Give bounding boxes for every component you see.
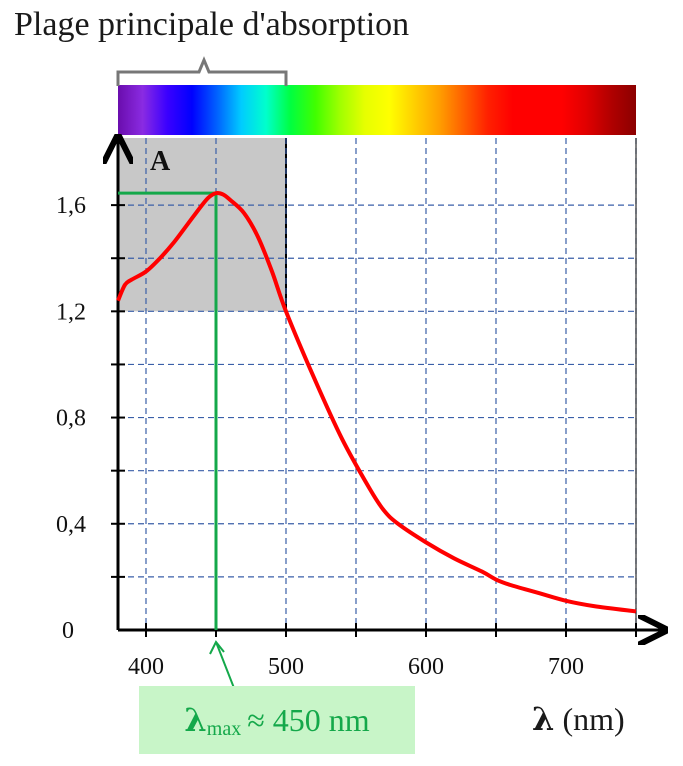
x-tick-label: 500 [268,654,304,680]
absorbance-curve [116,191,637,614]
lambda-symbol: λ [184,701,207,739]
lambda-max-guides [118,191,235,689]
chart-title: Plage principale d'absorption [14,6,410,43]
x-axis-unit: (nm) [562,701,625,737]
y-tick-label: 1,2 [56,299,86,325]
x-tick-label: 600 [408,654,444,680]
y-tick-label: 0,4 [56,512,86,538]
y-axis-label: A [150,146,171,177]
absorption-range-bracket [116,56,288,86]
x-axis-symbol: λ [532,700,555,738]
x-tick-label: 400 [128,654,164,680]
lambda-max-subscript: max [206,717,242,740]
tick-labels: 0 0,4 0,8 1,2 1,6 400 500 600 700 [56,193,584,680]
y-tick-label: 0 [62,618,74,644]
axes: A [111,138,662,637]
y-tick-label: 1,6 [56,193,86,219]
lambda-max-value: ≈ 450 nm [247,701,370,738]
absorption-range-shade [118,138,286,312]
x-tick-label: 700 [548,654,584,680]
lambda-max-pointer [209,640,235,689]
absorbance-series-line [116,191,637,614]
x-axis-label: λ (nm) [532,700,625,738]
absorption-range-area [118,138,287,312]
color-spectrum-bar [118,85,636,135]
bracket-line [116,56,288,86]
y-tick-label: 0,8 [56,406,86,432]
spectrum-bar [118,85,636,135]
lambda-max-label: λ max ≈ 450 nm [139,686,415,754]
